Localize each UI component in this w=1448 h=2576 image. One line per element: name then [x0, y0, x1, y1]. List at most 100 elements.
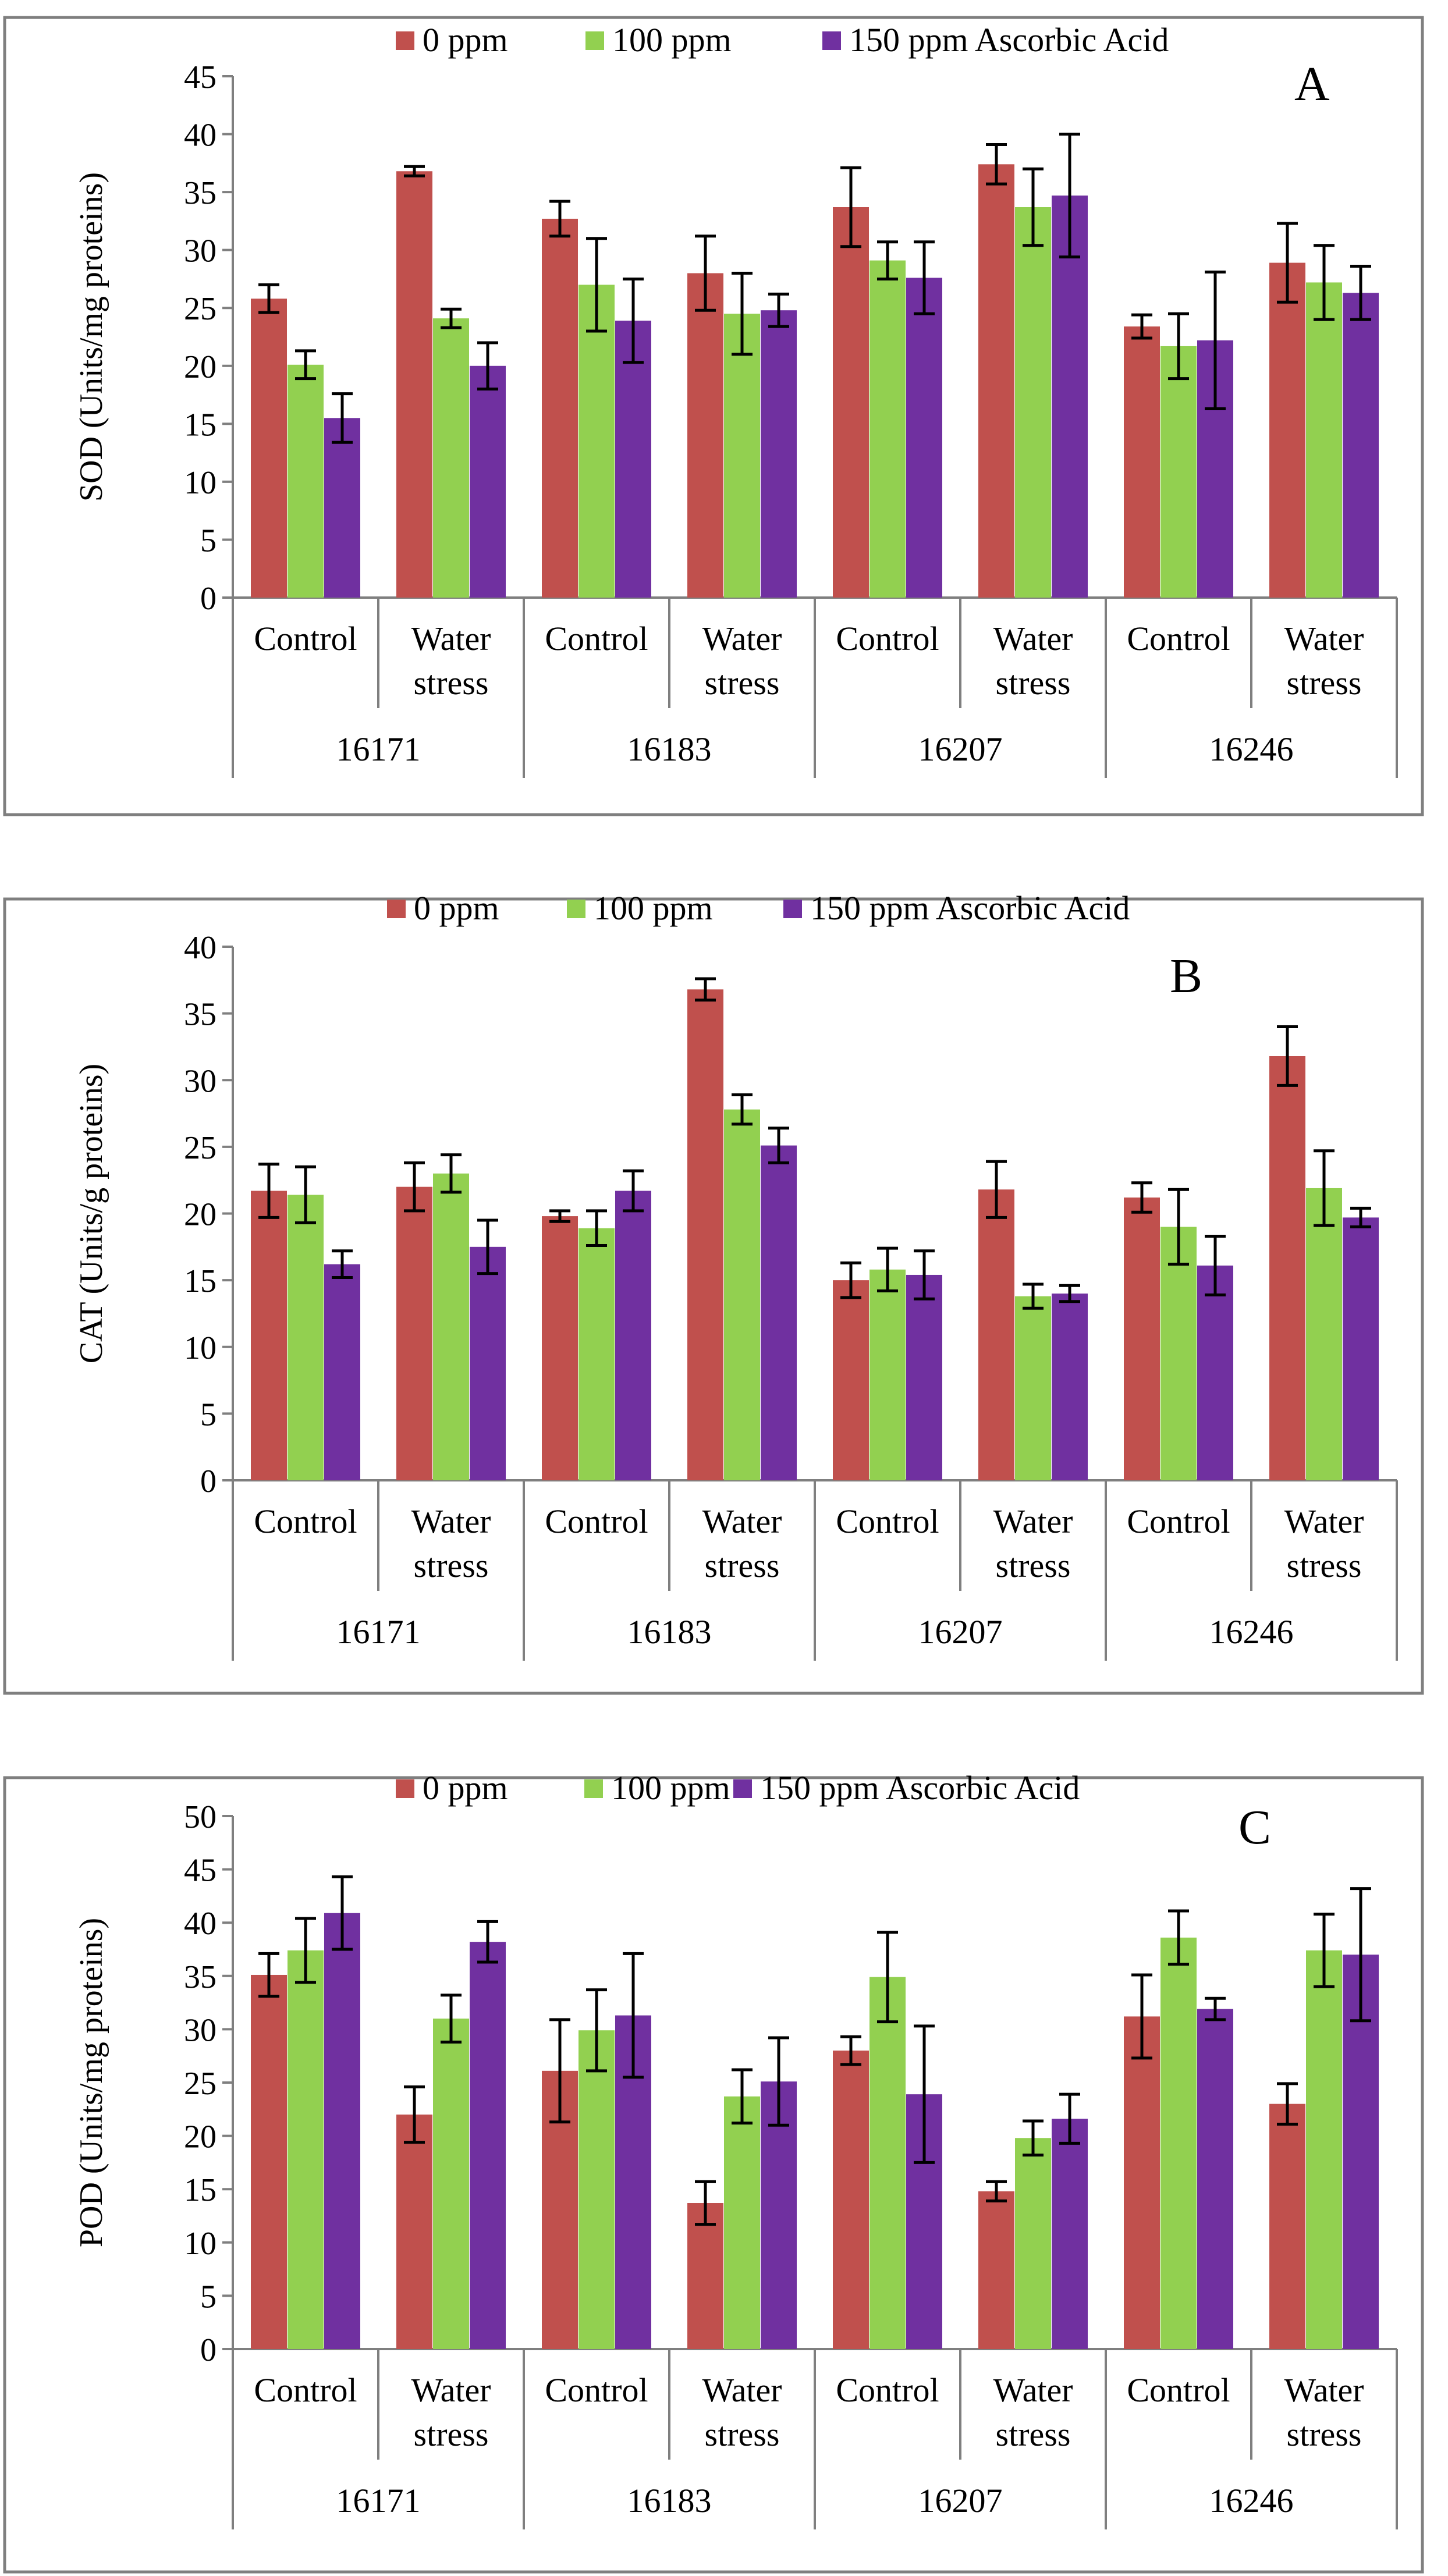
bar-1-2: [396, 1186, 432, 1480]
category-label: Water: [1284, 620, 1364, 658]
group-label: 16183: [627, 2482, 712, 2520]
y-tick-label: 15: [184, 2172, 217, 2208]
bar-2-8: [1306, 1188, 1342, 1480]
legend-swatch: [733, 1779, 752, 1798]
y-tick-label: 0: [200, 581, 217, 617]
legend-swatch: [396, 31, 414, 50]
legend-swatch: [584, 1779, 603, 1798]
bar-2-3: [579, 2030, 615, 2349]
bar-3-3: [615, 321, 651, 598]
bar-1-8: [1269, 1056, 1305, 1480]
bar-2-3: [579, 285, 615, 598]
y-axis-title: POD (Units/mg proteins): [73, 1918, 109, 2247]
group-label: 16207: [918, 2482, 1003, 2520]
bar-2-7: [1160, 1227, 1197, 1480]
category-label: Control: [545, 620, 648, 658]
bar-1-2: [396, 2114, 432, 2349]
bar-3-6: [1052, 1294, 1088, 1480]
legend-swatch: [585, 31, 604, 50]
bar-3-5: [906, 278, 942, 598]
bar-1-4: [687, 2203, 723, 2349]
category-label: Water: [411, 1502, 491, 1540]
bar-3-2: [470, 365, 506, 598]
category-label: Control: [254, 620, 357, 658]
category-label: stress: [414, 664, 489, 702]
bar-2-3: [579, 1228, 615, 1480]
y-tick-label: 50: [184, 1799, 217, 1835]
category-label: Water: [702, 1502, 782, 1540]
category-label: Water: [411, 2371, 491, 2409]
bar-2-2: [433, 2019, 469, 2349]
category-label: stress: [1287, 2415, 1362, 2453]
chart-panel-b: 0 5 10 15 20 25 30 35 40 CAT (Units/g proteins) Co…: [3, 889, 1424, 1695]
legend-label: 0 ppm: [423, 21, 508, 59]
chart-panel-a: 0 5 10 15 20 25 30 35 40 45 SOD (Units/mg proteins…: [3, 16, 1424, 816]
bar-1-7: [1124, 326, 1160, 598]
category-label: stress: [1287, 664, 1362, 702]
legend-label: 100 ppm: [612, 21, 732, 59]
group-label: 16246: [1209, 2482, 1294, 2520]
y-tick-label: 40: [184, 118, 217, 154]
category-label: Control: [836, 620, 939, 658]
y-tick-label: 5: [200, 523, 217, 559]
category-label: Water: [411, 620, 491, 658]
y-tick-label: 10: [184, 2226, 217, 2262]
category-label: Control: [1127, 2371, 1230, 2409]
bar-1-1: [251, 1191, 287, 1480]
category-label: Control: [836, 1502, 939, 1540]
y-tick-label: 10: [184, 465, 217, 501]
bar-2-4: [724, 2096, 760, 2349]
y-axis-title: SOD (Units/mg proteins): [73, 172, 109, 502]
bar-3-7: [1197, 1265, 1233, 1480]
y-tick-label: 20: [184, 2119, 217, 2155]
legend-label: 150 ppm Ascorbic Acid: [810, 889, 1130, 927]
bar-2-7: [1160, 346, 1197, 598]
legend-label: 0 ppm: [423, 1769, 508, 1807]
y-tick-label: 30: [184, 1063, 217, 1099]
bar-1-6: [978, 164, 1014, 598]
group-label: 16207: [918, 1613, 1003, 1651]
bar-3-1: [324, 418, 360, 598]
bar-1-3: [542, 1216, 578, 1480]
group-label: 16246: [1209, 730, 1294, 768]
bar-2-7: [1160, 1937, 1197, 2349]
category-label: Control: [1127, 620, 1230, 658]
category-label: Water: [993, 1502, 1073, 1540]
bar-2-4: [724, 314, 760, 598]
chart-panel-c: 0 5 10 15 20 25 30 35 40 45 50 POD (Units/mg protei…: [3, 1769, 1424, 2574]
bar-1-7: [1124, 2016, 1160, 2349]
bar-2-4: [724, 1109, 760, 1480]
y-tick-label: 40: [184, 1906, 217, 1942]
category-label: Control: [254, 1502, 357, 1540]
y-tick-label: 15: [184, 1263, 217, 1299]
bar-1-8: [1269, 262, 1305, 598]
category-label: Control: [545, 1502, 648, 1540]
y-tick-label: 30: [184, 233, 217, 269]
legend-label: 150 ppm Ascorbic Acid: [760, 1769, 1080, 1807]
y-tick-label: 5: [200, 2279, 217, 2315]
bar-1-2: [396, 171, 432, 598]
category-label: stress: [414, 1547, 489, 1584]
bar-3-4: [761, 310, 797, 598]
bar-1-6: [978, 2191, 1014, 2349]
group-label: 16183: [627, 730, 712, 768]
y-tick-label: 25: [184, 1130, 217, 1166]
y-tick-label: 5: [200, 1397, 217, 1433]
bar-3-2: [470, 1246, 506, 1480]
category-label: Water: [993, 2371, 1073, 2409]
y-tick-label: 35: [184, 175, 217, 211]
y-tick-label: 25: [184, 2066, 217, 2102]
legend-label: 0 ppm: [414, 889, 499, 927]
category-label: stress: [996, 1547, 1071, 1584]
bar-3-8: [1343, 293, 1379, 598]
legend-swatch: [822, 31, 841, 50]
bar-3-6: [1052, 196, 1088, 598]
category-label: stress: [1287, 1547, 1362, 1584]
group-label: 16246: [1209, 1613, 1294, 1651]
bar-1-4: [687, 273, 723, 598]
panel-letter: A: [1294, 57, 1330, 111]
y-tick-label: 25: [184, 291, 217, 327]
group-label: 16171: [336, 730, 421, 768]
category-label: Water: [993, 620, 1073, 658]
